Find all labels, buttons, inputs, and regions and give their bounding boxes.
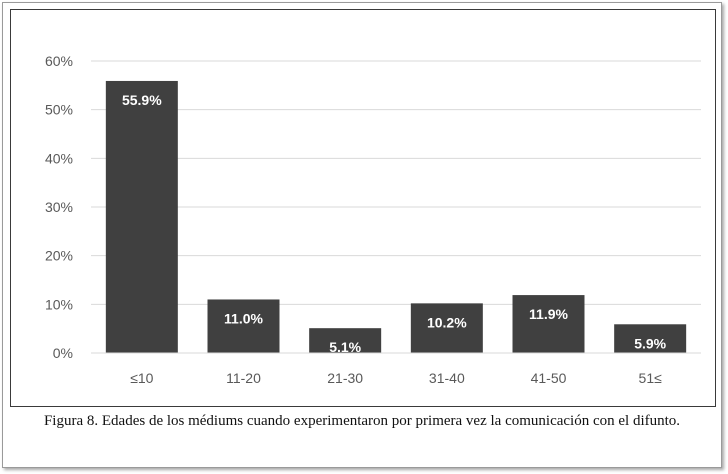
y-tick-label: 30% — [45, 199, 73, 215]
y-tick-label: 60% — [45, 53, 73, 69]
data-label: 11.9% — [529, 306, 568, 322]
bar-chart: 0% 10% 20% 30% 40% 50% 60% 55.9% ≤10 11.0% 11-20 5.… — [45, 53, 701, 386]
chart-frame: 0% 10% 20% 30% 40% 50% 60% 55.9% ≤10 11.0% 11-20 5.… — [10, 9, 716, 407]
data-label: 10.2% — [427, 314, 467, 330]
data-label: 11.0% — [224, 310, 263, 326]
data-label: 55.9% — [122, 92, 162, 108]
figure-caption: Figura 8. Edades de los médiums cuando e… — [43, 413, 681, 429]
data-label: 5.1% — [329, 339, 361, 355]
bar — [614, 324, 687, 353]
x-tick-label: 41-50 — [531, 370, 567, 386]
x-tick-label: ≤10 — [130, 370, 153, 386]
y-tick-label: 10% — [45, 296, 73, 312]
y-tick-label: 0% — [53, 345, 73, 361]
bar — [512, 295, 585, 353]
bar — [207, 299, 280, 353]
y-tick-label: 40% — [45, 150, 73, 166]
y-tick-label: 20% — [45, 248, 73, 264]
x-tick-label: 31-40 — [429, 370, 465, 386]
data-label: 5.9% — [634, 335, 666, 351]
x-tick-label: 21-30 — [327, 370, 363, 386]
bar — [105, 80, 178, 353]
bar — [410, 303, 483, 353]
x-tick-label: 11-20 — [226, 370, 261, 386]
x-tick-label: 51≤ — [639, 370, 663, 386]
bar — [309, 328, 382, 353]
y-tick-label: 50% — [45, 102, 73, 118]
